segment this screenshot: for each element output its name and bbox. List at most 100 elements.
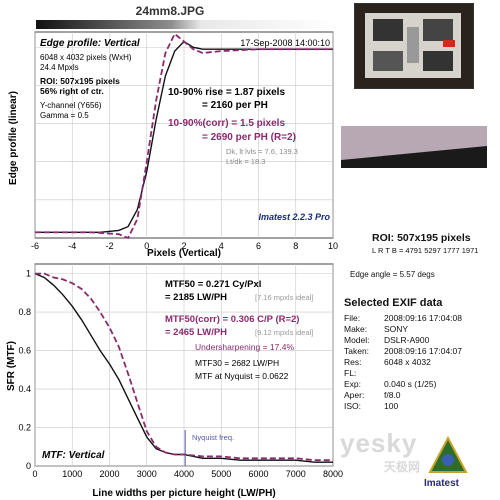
imatest-logo-text: Imatest: [424, 478, 460, 489]
edge-x-ticks: -6 -4 -2 0 2 4 6 8 10: [31, 241, 338, 251]
exif-row: Taken: 2008:09:16 17:04:07: [344, 346, 462, 356]
edge-x-tick-label: 2: [181, 241, 186, 251]
exif-row: File: 2008:09:16 17:04:08: [344, 313, 462, 323]
nyquist-label: Nyquist freq.: [192, 433, 234, 442]
mtf50-line-2: = 2185 LW/PH: [165, 292, 227, 303]
mtf-y-tick-label: 0: [26, 461, 31, 471]
logo-area: yesky 天极网 Imatest: [340, 428, 500, 500]
exif-row: Make: SONY: [344, 324, 408, 334]
exif-value: 6048 x 4032: [384, 357, 431, 367]
mtf-y-tick-label: 0.8: [18, 307, 31, 317]
edge-rise-line-2: = 2160 per PH: [202, 100, 268, 111]
edge-x-tick-label: -4: [68, 241, 76, 251]
mtf-x-tick-label: 6000: [248, 469, 268, 479]
mtf50c-line-1: MTF50(corr) = 0.306 C/P (R=2): [165, 314, 299, 325]
edge-dk-line-1: Dk, lt lvls = 7.6, 139.3: [226, 147, 298, 156]
edge-size-line-1: 6048 x 4032 pixels (WxH): [40, 53, 132, 62]
mtf-chart: 0 1000 2000 3000 4000 5000 6000 7000 8000 0 0.2 0.4…: [6, 263, 343, 499]
edge-channel-line-1: Y-channel (Y656): [40, 101, 102, 110]
exif-row: Model: DSLR-A900: [344, 335, 429, 345]
edge-heading: Edge profile: Vertical: [40, 38, 140, 49]
mtf50c-ideal: [9.12 mpxls ideal]: [255, 328, 313, 337]
mtf-label: MTF: Vertical: [42, 450, 105, 461]
thumbnail-pattern: [373, 19, 455, 71]
file-title: 24mm8.JPG: [135, 4, 205, 18]
exif-key: Res:: [344, 357, 362, 367]
edge-grid: [34, 32, 334, 238]
edge-dk-line-2: Lt/dk = 18.3: [226, 157, 265, 166]
edge-x-tick-label: 6: [256, 241, 261, 251]
exif-key: File:: [344, 313, 361, 323]
edge-angle: Edge angle = 5.57 degs: [350, 270, 435, 279]
mtf-x-tick-label: 3000: [137, 469, 157, 479]
edge-x-label: Pixels (Vertical): [147, 248, 221, 259]
exif-key: ISO:: [344, 401, 362, 411]
exif-title: Selected EXIF data: [344, 297, 443, 309]
mtf-series: [34, 272, 333, 463]
thumbnail-target: [365, 13, 461, 78]
exif-row: Aper: f/8.0: [344, 390, 401, 400]
mtf-y-tick-label: 0.6: [18, 346, 31, 356]
mtf-x-tick-label: 4000: [174, 469, 194, 479]
title-gradient-bar: [36, 20, 336, 29]
edge-y-label: Edge profile (linear): [8, 91, 19, 185]
mtf-y-label: SFR (MTF): [6, 341, 17, 391]
test-chart-thumbnail: [354, 3, 474, 89]
mtf-x-tick-label: 1000: [62, 469, 82, 479]
edge-x-tick-label: 0: [144, 241, 149, 251]
exif-value: DSLR-A900: [384, 335, 430, 345]
mtf-x-tick-label: 7000: [286, 469, 306, 479]
edge-date: 17-Sep-2008 14:00:10: [240, 38, 330, 48]
edge-rise-line-1: 10-90% rise = 1.87 pixels: [168, 87, 285, 98]
roi-crop-image: [341, 126, 487, 168]
mtf-x-label: Line widths per picture height (LW/PH): [92, 488, 275, 499]
yesky-watermark: yesky: [340, 428, 418, 458]
edge-corr-line-2: = 2690 per PH (R=2): [202, 132, 296, 143]
edge-roi-line-2: 56% right of ctr.: [40, 86, 104, 96]
mtf-y-tick-label: 0.2: [18, 423, 31, 433]
exif-key: Aper:: [344, 390, 365, 400]
nyquist-mtf: MTF at Nyquist = 0.0622: [195, 371, 289, 381]
edge-corr-line-1: 10-90%(corr) = 1.5 pixels: [168, 118, 285, 129]
edge-series: [35, 32, 333, 240]
edge-x-tick-label: 8: [293, 241, 298, 251]
exif-row: FL:: [344, 368, 384, 378]
mtf30: MTF30 = 2682 LW/PH: [195, 358, 279, 368]
exif-key: FL:: [344, 368, 357, 378]
edge-profile-chart: -6 -4 -2 0 2 4 6 8 10 Edge profile: Vertical 17-…: [8, 31, 338, 259]
mtf-x-tick-label: 0: [32, 469, 37, 479]
mtf-x-tick-label: 2000: [99, 469, 119, 479]
exif-value: 2008:09:16 17:04:08: [384, 313, 462, 323]
exif-key: Make:: [344, 324, 368, 334]
edge-channel-line-2: Gamma = 0.5: [40, 111, 89, 120]
imatest-logo-icon: [428, 436, 468, 473]
edge-size-line-2: 24.4 Mpxls: [40, 63, 79, 72]
roi-title: ROI: 507x195 pixels: [372, 232, 471, 244]
exif-key: Model:: [344, 335, 370, 345]
mtf-uncorrected-line: [34, 272, 333, 463]
mtf-x-tick-label: 5000: [211, 469, 231, 479]
mtf50c-line-2: = 2465 LW/PH: [165, 327, 227, 338]
edge-x-tick-label: -6: [31, 241, 39, 251]
edge-uncorrected-line: [35, 40, 333, 233]
mtf-x-tick-label: 8000: [323, 469, 343, 479]
edge-x-tick-label: 10: [328, 241, 338, 251]
edge-roi-line-1: ROI: 507x195 pixels: [40, 76, 120, 86]
mtf-y-tick-label: 1: [26, 269, 31, 279]
exif-value: SONY: [384, 324, 409, 334]
exif-value: 0.040 s (1/25): [384, 379, 437, 389]
exif-key: Taken:: [344, 346, 370, 356]
mtf-corrected-line: [35, 272, 333, 462]
mtf50-line-1: MTF50 = 0.271 Cy/Pxl: [165, 279, 261, 290]
undersharpening: Undersharpening = 17.4%: [195, 342, 294, 352]
edge-x-tick-label: -2: [105, 241, 113, 251]
exif-value: f/8.0: [384, 390, 401, 400]
edge-x-tick-label: 4: [219, 241, 224, 251]
roi-coords: L R T B = 4791 5297 1777 1971: [372, 246, 479, 255]
mtf50-ideal: [7.16 mpxls ideal]: [255, 293, 313, 302]
exif-value: 100: [384, 401, 399, 411]
exif-value: 2008:09:16 17:04:07: [384, 346, 462, 356]
exif-row: Res: 6048 x 4032: [344, 357, 431, 367]
exif-row: ISO: 100: [344, 401, 398, 411]
edge-version: Imatest 2.2.3 Pro: [258, 212, 330, 222]
